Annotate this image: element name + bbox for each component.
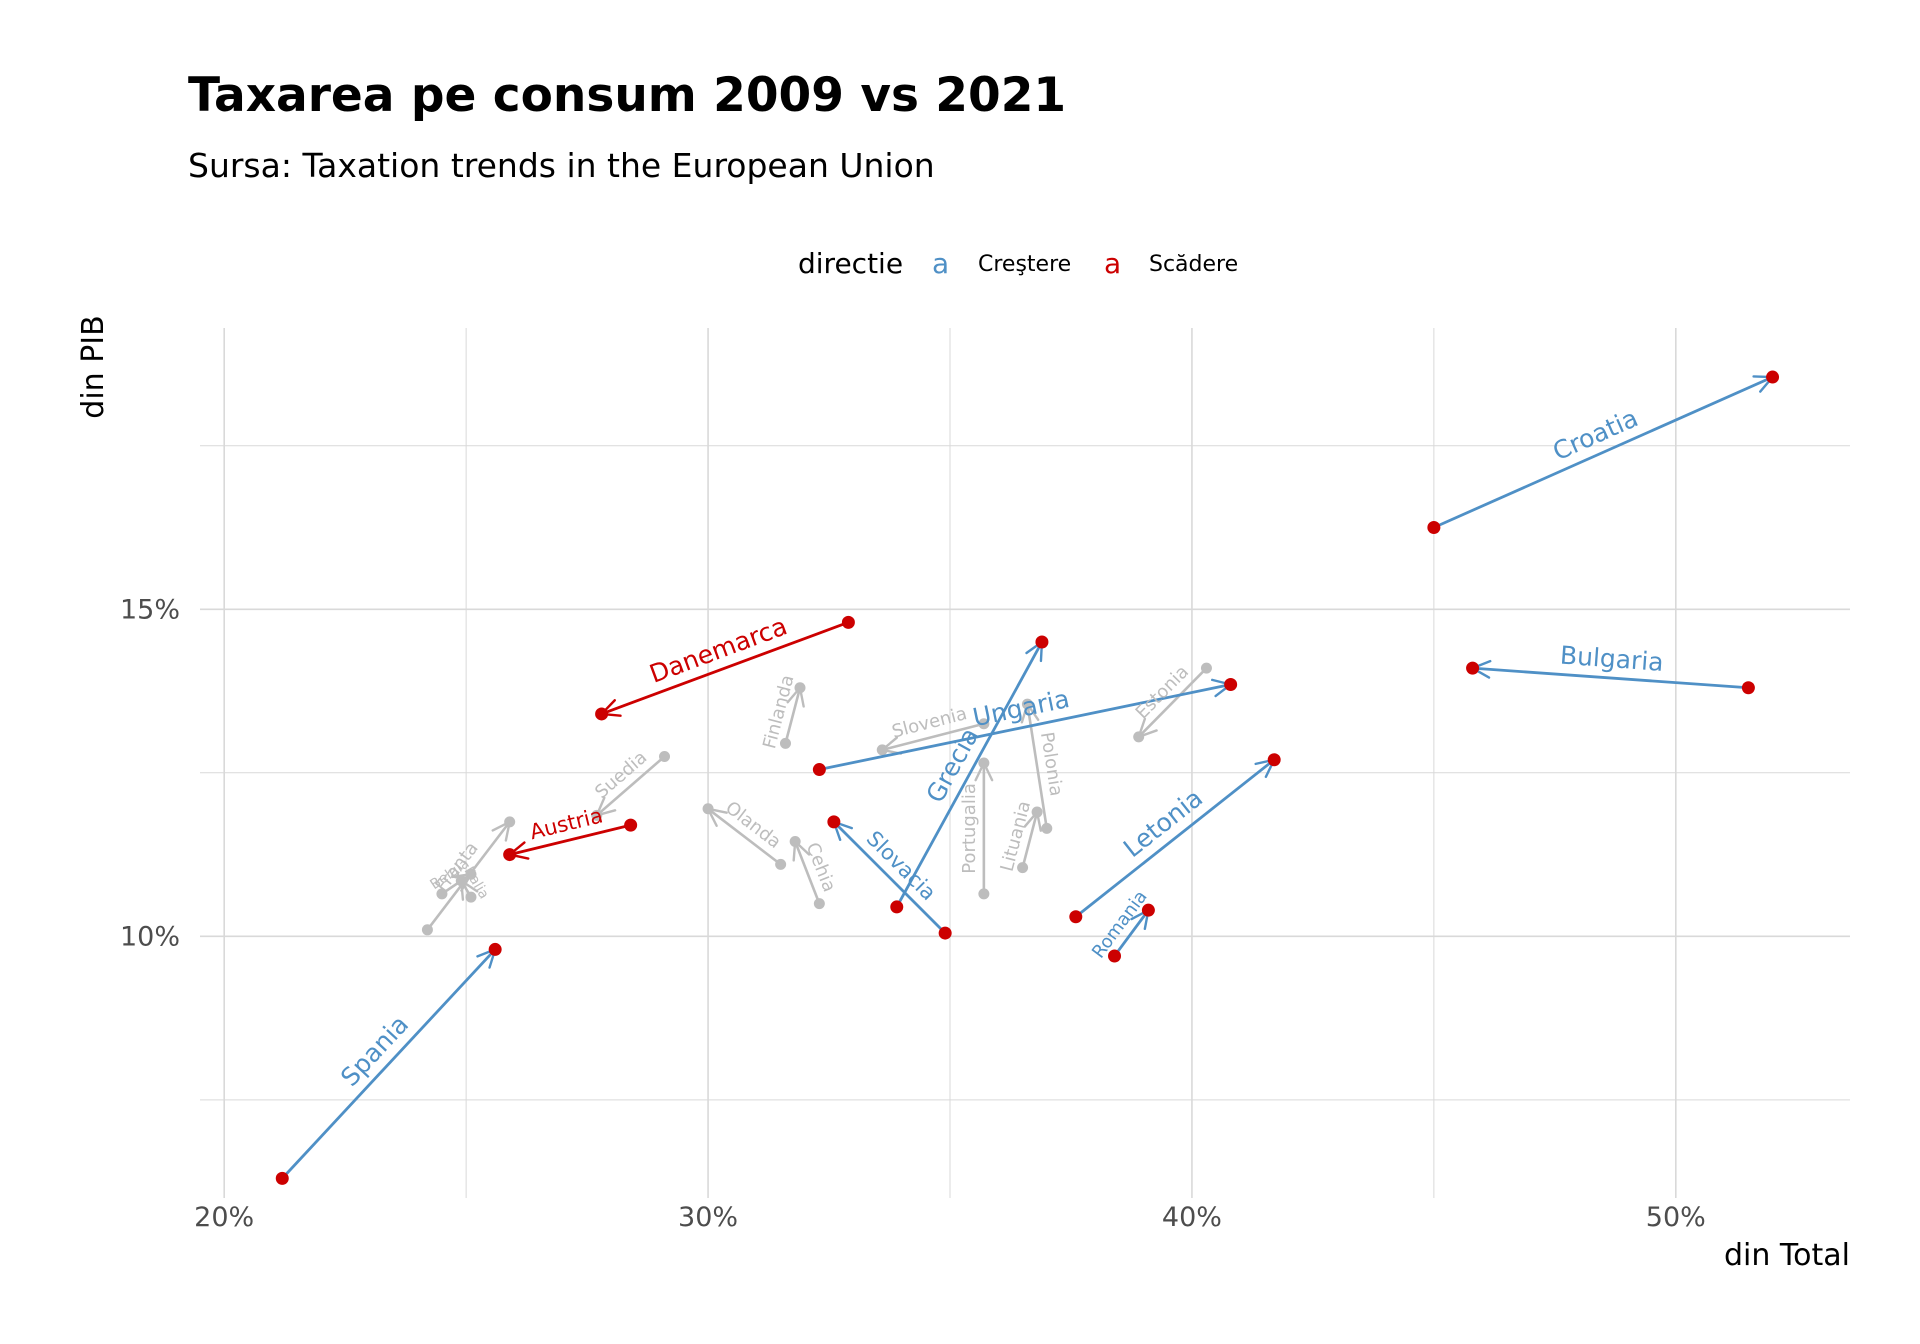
point-2009-danemarca	[841, 615, 855, 629]
chart-subtitle: Sursa: Taxation trends in the European U…	[188, 146, 935, 185]
legend-label-decrease: Scădere	[1149, 252, 1238, 277]
point-2021-spania	[488, 942, 502, 956]
axis-ticks: 20% 30% 40% 50% 10% 15%	[120, 594, 1706, 1233]
point-2009-olanda	[775, 858, 787, 870]
arrow-spania	[281, 948, 497, 1180]
point-2021-franta	[504, 816, 516, 828]
point-2009-slovenia	[978, 718, 990, 730]
point-2009-franta	[421, 924, 433, 936]
chart-title: Taxarea pe consum 2009 vs 2021	[188, 68, 1067, 123]
point-2009-estonia	[1200, 662, 1212, 674]
point-2021-cehia	[789, 835, 801, 847]
y-tick-label: 15%	[120, 594, 180, 625]
arrow-slovacia	[832, 820, 947, 935]
arrow-grecia	[895, 641, 1044, 908]
arrow-ungaria	[819, 683, 1231, 771]
point-2009-belgia	[436, 888, 448, 900]
y-axis-title: din PIB	[76, 315, 111, 418]
point-2021-ungaria	[1224, 678, 1238, 692]
x-tick-label: 20%	[194, 1202, 254, 1233]
arrow-danemarca	[601, 621, 849, 716]
point-2009-grecia	[890, 900, 904, 914]
point-2009-ungaria	[812, 763, 826, 777]
arrow-olanda	[707, 807, 782, 866]
arrow-lituania	[1021, 811, 1039, 868]
point-2009-spania	[275, 1171, 289, 1185]
point-2021-olanda	[702, 803, 714, 815]
legend-label-increase: Creştere	[978, 252, 1071, 277]
point-2009-bulgaria	[1741, 681, 1755, 695]
legend-key-decrease: a	[1104, 247, 1121, 280]
point-2021-letonia	[1267, 753, 1281, 767]
legend-key-increase: a	[932, 247, 949, 280]
point-2021-danemarca	[595, 707, 609, 721]
legend: directie a Creştere a Scădere	[798, 247, 1238, 280]
point-2021-slovacia	[827, 815, 841, 829]
point-2021-grecia	[1035, 635, 1049, 649]
point-2009-romania	[1108, 949, 1122, 963]
point-2021-romania	[1141, 903, 1155, 917]
arrow-belgia	[441, 873, 472, 895]
point-2021-bulgaria	[1466, 661, 1480, 675]
x-tick-label: 50%	[1646, 1202, 1706, 1233]
neutral-series	[421, 662, 1212, 936]
point-2009-portugalia	[978, 888, 990, 900]
label-slovacia: Slovacia	[862, 826, 941, 905]
arrow-letonia	[1074, 758, 1276, 918]
arrow-austria	[509, 823, 631, 856]
point-2021-finlanda	[794, 682, 806, 694]
point-2021-croatia	[1766, 370, 1780, 384]
arrow-cehia	[793, 841, 821, 905]
point-2021-belgia	[465, 868, 477, 880]
point-2009-letonia	[1069, 910, 1083, 924]
point-2009-polonia	[1041, 822, 1053, 834]
point-2009-suedia	[659, 750, 671, 762]
label-austria: Austria	[527, 803, 605, 844]
arrow-estonia	[1137, 667, 1208, 738]
arrow-bulgaria	[1472, 666, 1749, 690]
point-2021-austria	[503, 848, 517, 862]
label-portugalia: Portugalia	[959, 783, 980, 874]
point-2021-polonia	[1021, 698, 1033, 710]
point-2009-austria	[624, 818, 638, 832]
point-2009-croatia	[1427, 521, 1441, 535]
point-2021-estonia	[1133, 731, 1145, 743]
point-2021-slovenia	[876, 744, 888, 756]
point-2009-slovacia	[938, 926, 952, 940]
grid	[200, 328, 1850, 1198]
arrow-croatia	[1433, 375, 1774, 529]
point-2021-portugalia	[978, 757, 990, 769]
label-danemarca: Danemarca	[646, 611, 791, 688]
point-2021-italia	[455, 875, 467, 887]
point-2021-suedia	[591, 809, 603, 821]
point-2009-lituania	[1017, 862, 1029, 874]
x-axis-title: din Total	[1724, 1238, 1850, 1273]
point-2009-finlanda	[779, 737, 791, 749]
arrow-suedia	[595, 755, 666, 817]
highlight-series	[275, 370, 1780, 1185]
point-2009-italia	[465, 891, 477, 903]
legend-title: directie	[798, 247, 903, 280]
arrow-romania	[1113, 909, 1150, 957]
x-tick-label: 30%	[678, 1202, 738, 1233]
arrow-slovenia	[881, 722, 985, 752]
point-2009-cehia	[813, 898, 825, 910]
series-labels: SuediaFinlandaOlandaCehiaSloveniaPortuga…	[335, 403, 1665, 1092]
label-ungaria: Ungaria	[970, 684, 1072, 732]
y-tick-label: 10%	[120, 921, 180, 952]
x-tick-label: 40%	[1162, 1202, 1222, 1233]
label-bulgaria: Bulgaria	[1559, 641, 1664, 677]
label-cehia: Cehia	[802, 840, 840, 895]
point-2021-lituania	[1031, 806, 1043, 818]
arrow-finlanda	[784, 687, 802, 744]
label-lituania: Lituania	[997, 799, 1035, 874]
